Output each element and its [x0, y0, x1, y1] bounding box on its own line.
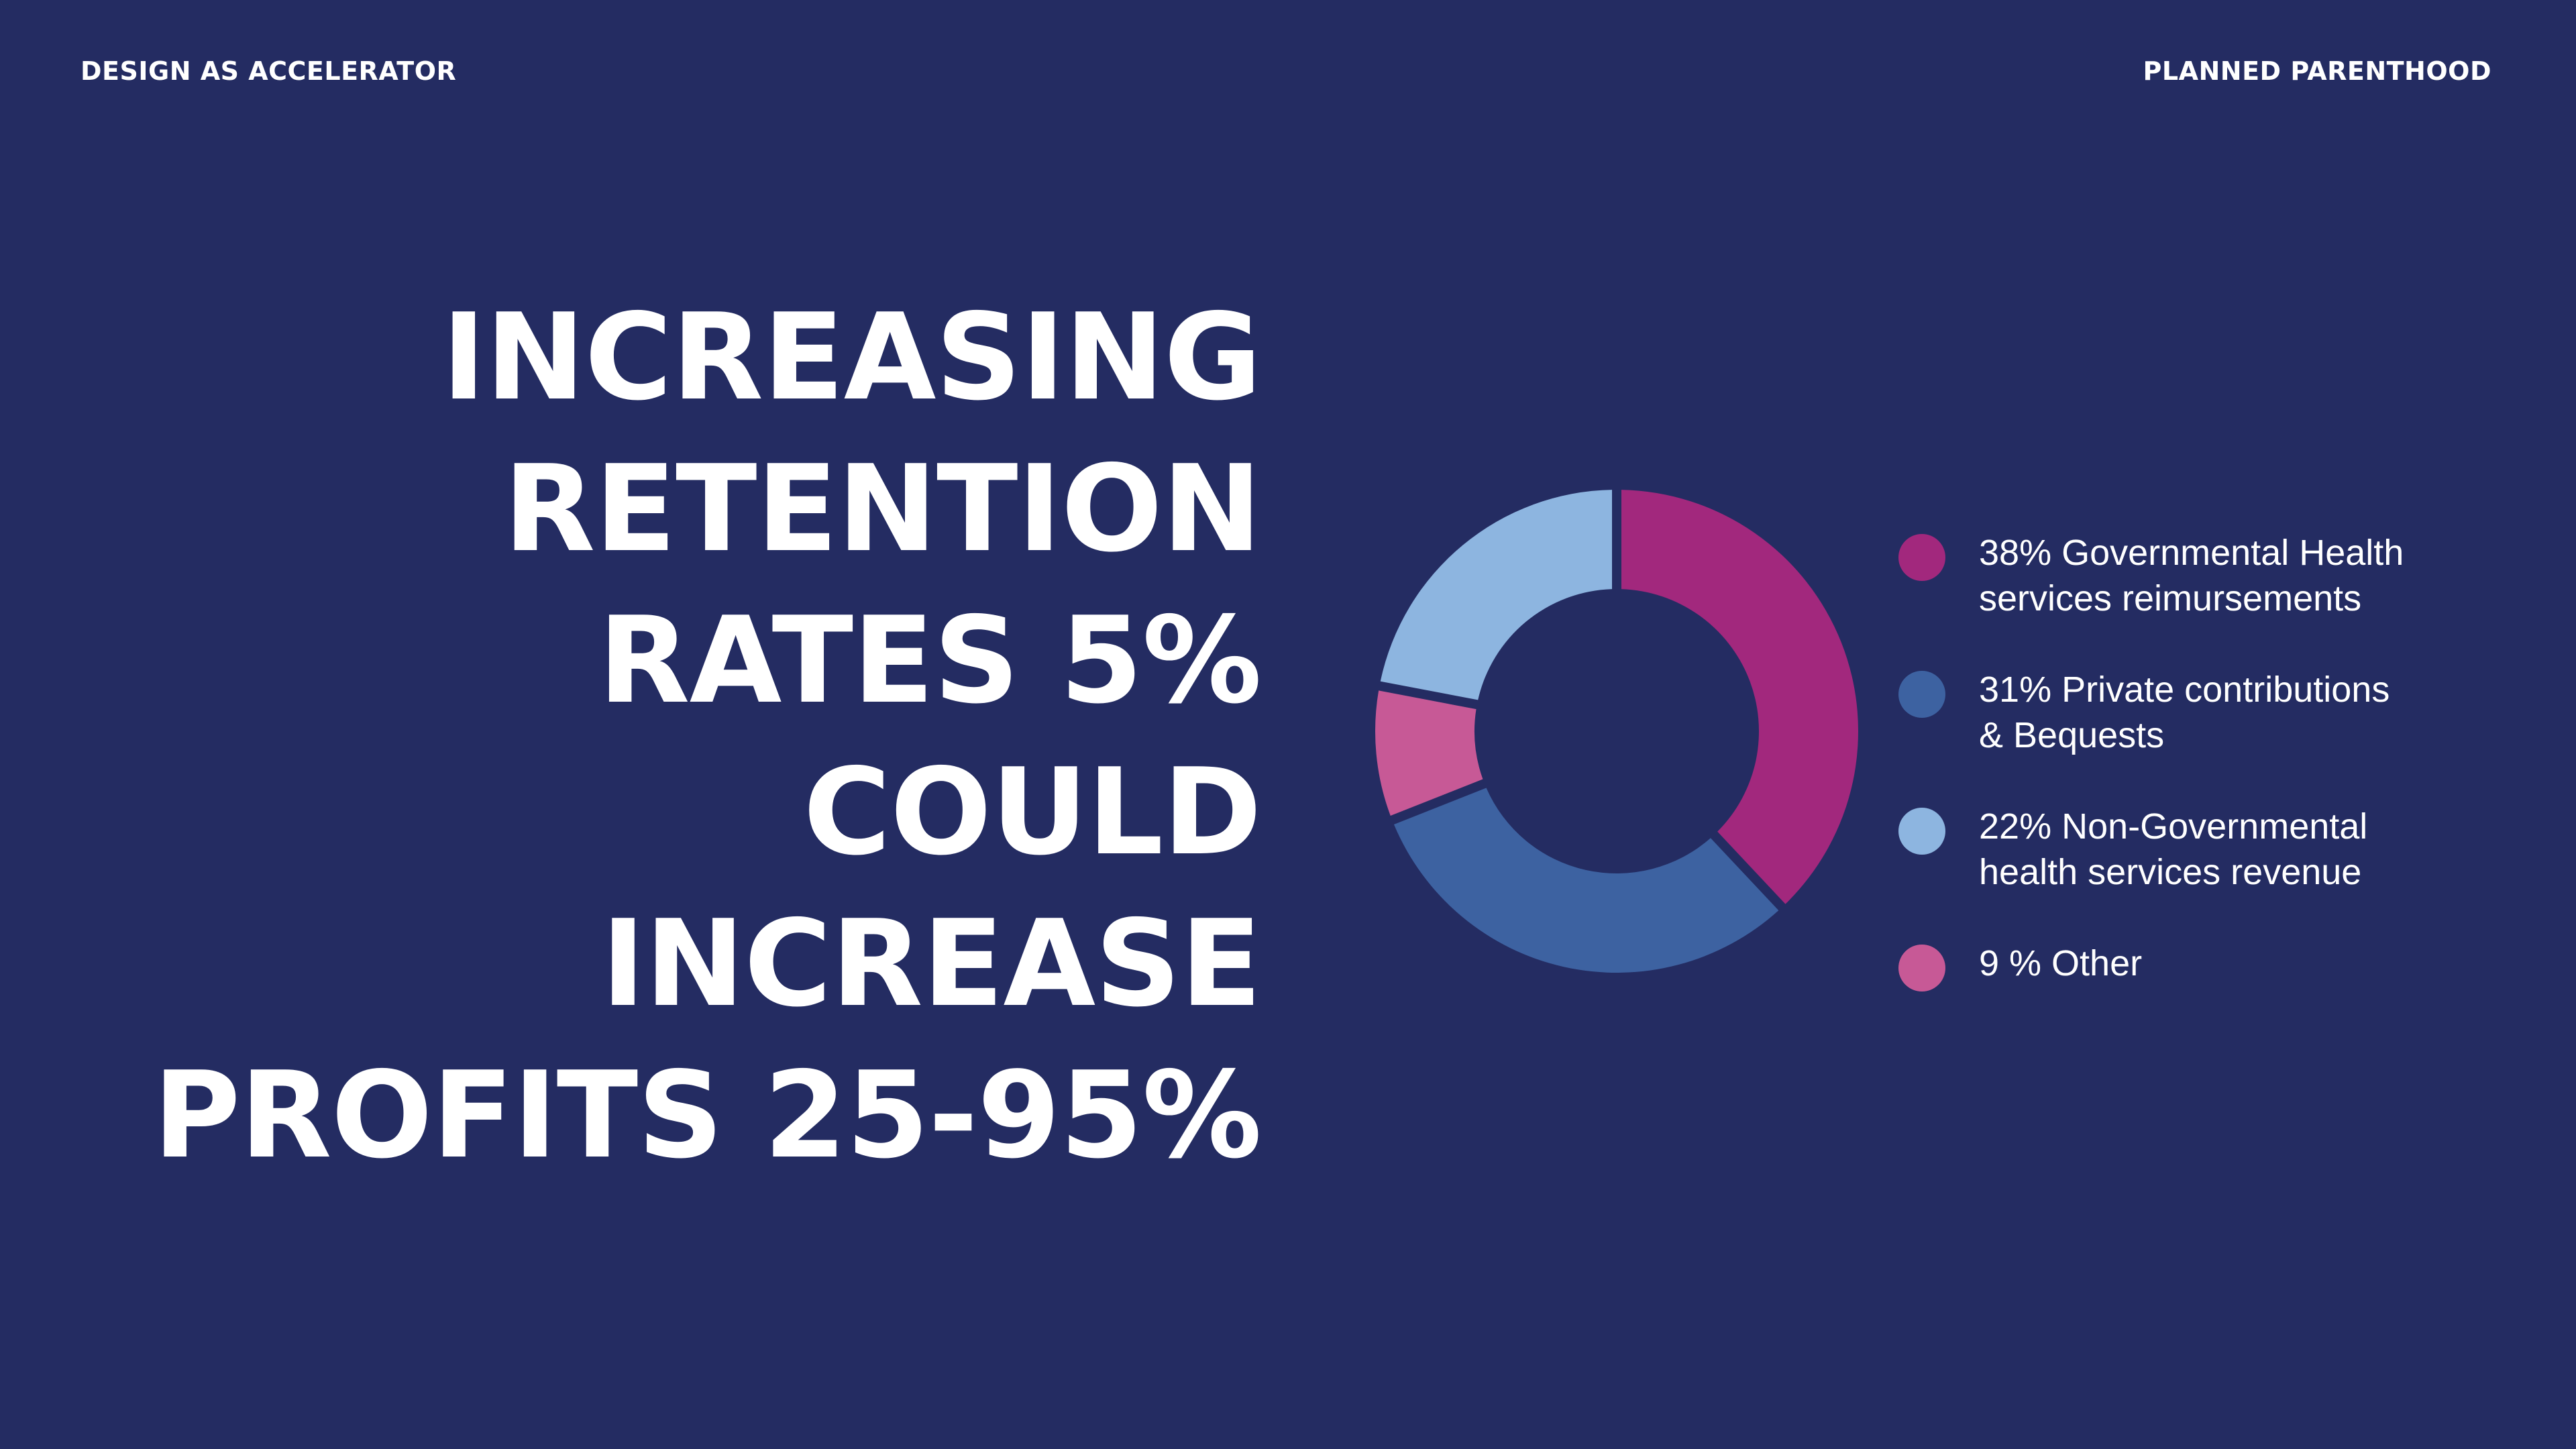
headline-line-4: COULD: [803, 743, 1262, 881]
legend-swatch-other: [1898, 945, 1945, 991]
legend-text-governmental-2: services reimursements: [1979, 578, 2362, 619]
legend-swatch-private: [1898, 671, 1945, 718]
legend-text-other-1: 9 % Other: [1979, 943, 2143, 983]
legend-text-private-1: 31% Private contributions: [1979, 669, 2390, 710]
headline: INCREASING RETENTION RATES 5% COULD INCR…: [153, 282, 1262, 1191]
headline-line-1: INCREASING: [441, 288, 1262, 427]
header-left-label: DESIGN AS ACCELERATOR: [80, 56, 457, 86]
header-right-label: PLANNED PARENTHOOD: [2143, 56, 2491, 86]
donut-chart: [1375, 490, 1858, 973]
headline-line-2: RETENTION: [503, 439, 1262, 578]
headline-line-6: PROFITS 25-95%: [153, 1046, 1262, 1185]
legend-item-non-governmental: 22% Non-Governmental health services rev…: [1898, 804, 2502, 895]
legend-text-governmental-1: 38% Governmental Health: [1979, 533, 2404, 573]
legend-item-private: 31% Private contributions & Bequests: [1898, 667, 2502, 758]
legend-swatch-governmental: [1898, 534, 1945, 581]
legend-swatch-non-governmental: [1898, 808, 1945, 855]
legend-item-governmental: 38% Governmental Health services reimurs…: [1898, 530, 2502, 621]
headline-line-5: INCREASE: [600, 894, 1262, 1033]
legend-text-private-2: & Bequests: [1979, 715, 2165, 755]
donut-slice-private: [1393, 788, 1779, 973]
chart-legend: 38% Governmental Health services reimurs…: [1898, 530, 2502, 991]
donut-slice-governmental: [1621, 490, 1858, 904]
legend-text-non-governmental-1: 22% Non-Governmental: [1979, 806, 2368, 847]
donut-slice-non-governmental: [1380, 490, 1613, 700]
headline-line-3: RATES 5%: [598, 591, 1262, 730]
donut-slice-other: [1375, 690, 1483, 816]
legend-item-other: 9 % Other: [1898, 941, 2502, 991]
legend-text-non-governmental-2: health services revenue: [1979, 852, 2362, 892]
